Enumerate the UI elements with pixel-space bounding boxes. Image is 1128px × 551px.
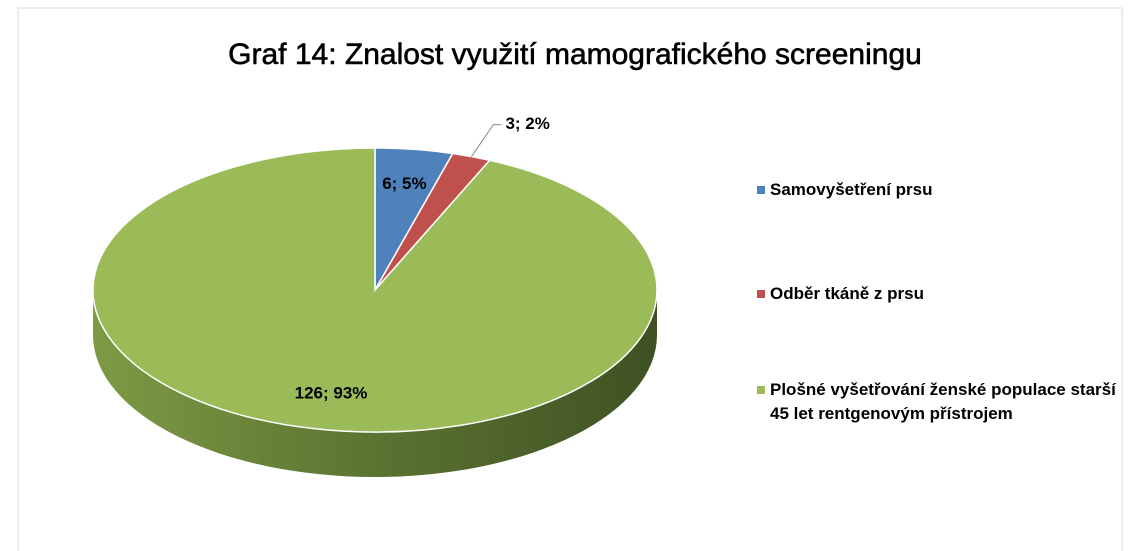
chart-title: Graf 14: Znalost využití mamografického … <box>228 38 922 71</box>
data-label: 126; 93% <box>295 384 368 403</box>
legend-swatch <box>757 186 765 194</box>
leader-line <box>471 124 502 157</box>
legend-label: Plošné vyšetřování ženské populace starš… <box>770 380 1116 423</box>
legend-swatch <box>757 386 765 394</box>
legend-label: Odběr tkáně z prsu <box>770 284 924 303</box>
pie-side <box>93 290 657 477</box>
chart-border <box>17 7 1123 551</box>
legend-label: Samovyšetření prsu <box>770 180 933 199</box>
legend-swatch <box>757 290 765 298</box>
data-label: 3; 2% <box>505 114 549 133</box>
data-label: 6; 5% <box>382 174 426 193</box>
pie-slice <box>92 147 658 433</box>
